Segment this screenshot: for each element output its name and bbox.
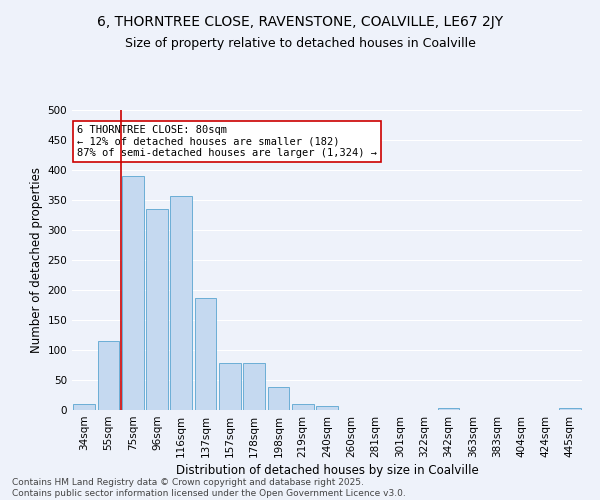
Bar [292,404,314,410]
Bar [559,408,581,410]
Bar [194,298,217,410]
Text: Size of property relative to detached houses in Coalville: Size of property relative to detached ho… [125,38,475,51]
Bar [170,196,192,410]
Bar [437,408,460,410]
Bar [243,363,265,410]
X-axis label: Distribution of detached houses by size in Coalville: Distribution of detached houses by size … [176,464,478,477]
Text: 6 THORNTREE CLOSE: 80sqm
← 12% of detached houses are smaller (182)
87% of semi-: 6 THORNTREE CLOSE: 80sqm ← 12% of detach… [77,125,377,158]
Text: Contains HM Land Registry data © Crown copyright and database right 2025.
Contai: Contains HM Land Registry data © Crown c… [12,478,406,498]
Y-axis label: Number of detached properties: Number of detached properties [30,167,43,353]
Bar [219,363,241,410]
Text: 6, THORNTREE CLOSE, RAVENSTONE, COALVILLE, LE67 2JY: 6, THORNTREE CLOSE, RAVENSTONE, COALVILL… [97,15,503,29]
Bar [97,341,119,410]
Bar [268,386,289,410]
Bar [122,176,143,410]
Bar [146,209,168,410]
Bar [73,404,95,410]
Bar [316,406,338,410]
